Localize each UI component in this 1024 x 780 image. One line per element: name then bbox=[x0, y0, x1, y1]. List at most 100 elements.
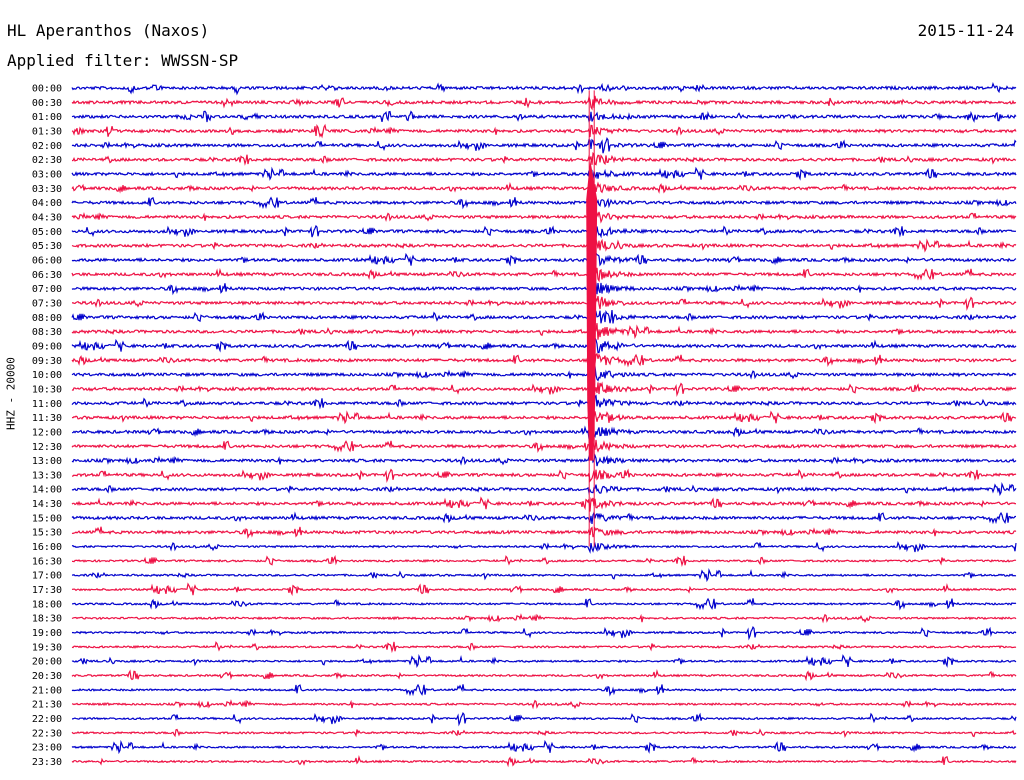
seismic-trace-line bbox=[71, 699, 1017, 710]
time-tick-label: 22:30 bbox=[32, 728, 62, 739]
event-coda-fill bbox=[586, 159, 598, 461]
station-title: HL Aperanthos (Naxos) bbox=[7, 21, 210, 40]
seismic-trace-line bbox=[71, 224, 1017, 240]
time-tick-label: 18:00 bbox=[32, 599, 62, 610]
time-tick-label: 06:30 bbox=[32, 270, 62, 281]
time-tick-label: 19:30 bbox=[32, 642, 62, 653]
time-tick-label: 12:30 bbox=[32, 442, 62, 453]
seismic-trace-line bbox=[71, 540, 1017, 554]
seismic-trace-line bbox=[71, 613, 1017, 624]
seismic-trace-line bbox=[71, 366, 1017, 385]
time-tick-label: 08:00 bbox=[32, 313, 62, 324]
seismic-trace-line bbox=[71, 683, 1017, 697]
time-tick-label: 13:30 bbox=[32, 470, 62, 481]
time-tick-label: 02:30 bbox=[32, 155, 62, 166]
time-tick-label: 05:00 bbox=[32, 227, 62, 238]
time-tick-label: 09:30 bbox=[32, 356, 62, 367]
time-tick-label: 07:00 bbox=[32, 284, 62, 295]
time-tick-label: 23:30 bbox=[32, 757, 62, 768]
seismic-trace-line bbox=[71, 152, 1017, 166]
time-tick-label: 14:00 bbox=[32, 485, 62, 496]
seismic-trace-line bbox=[71, 95, 1017, 111]
time-tick-label: 13:00 bbox=[32, 456, 62, 467]
time-tick-label: 04:30 bbox=[32, 212, 62, 223]
seismic-trace-line bbox=[71, 496, 1017, 512]
seismic-trace-line bbox=[71, 295, 1017, 314]
time-tick-label: 10:00 bbox=[32, 370, 62, 381]
time-tick-label: 05:30 bbox=[32, 241, 62, 252]
seismic-trace-line bbox=[71, 394, 1017, 412]
seismic-trace-line bbox=[71, 641, 1017, 654]
seismic-trace-line bbox=[71, 192, 1017, 210]
seismic-trace-line bbox=[71, 582, 1017, 597]
time-tick-label: 07:30 bbox=[32, 298, 62, 309]
seismic-trace-line bbox=[71, 332, 1017, 354]
time-tick-label: 19:00 bbox=[32, 628, 62, 639]
time-tick-label: 00:30 bbox=[32, 98, 62, 109]
seismic-trace-line bbox=[71, 136, 1017, 154]
seismic-trace-line bbox=[71, 669, 1017, 682]
trace-group bbox=[71, 81, 1017, 768]
time-tick-label: 03:30 bbox=[32, 184, 62, 195]
time-tick-label: 21:30 bbox=[32, 700, 62, 711]
time-tick-label: 11:30 bbox=[32, 413, 62, 424]
seismic-trace-line bbox=[71, 81, 1017, 96]
seismic-trace-line bbox=[71, 279, 1017, 296]
seismic-trace-line bbox=[71, 379, 1017, 400]
filter-label: Applied filter: WWSSN-SP bbox=[7, 51, 239, 70]
time-tick-label: 04:00 bbox=[32, 198, 62, 209]
time-tick-label: 20:00 bbox=[32, 657, 62, 668]
seismic-trace-line bbox=[71, 267, 1017, 283]
date-label: 2015-11-24 bbox=[917, 21, 1014, 40]
time-tick-label: 00:00 bbox=[32, 84, 62, 95]
time-tick-label: 14:30 bbox=[32, 499, 62, 510]
seismic-trace-line bbox=[71, 352, 1017, 370]
time-tick-label: 16:30 bbox=[32, 556, 62, 567]
time-tick-label: 01:30 bbox=[32, 126, 62, 137]
time-tick-group: 00:00 00:30 01:00 01:30 02:00 02:30 03:00 03:30… bbox=[32, 84, 62, 769]
seismic-trace-line bbox=[71, 181, 1017, 195]
seismic-trace-line bbox=[71, 728, 1017, 738]
time-tick-label: 22:00 bbox=[32, 714, 62, 725]
time-tick-label: 01:00 bbox=[32, 112, 62, 123]
seismic-trace-line bbox=[71, 526, 1017, 540]
seismic-trace-line bbox=[71, 235, 1017, 257]
seismic-trace-line bbox=[71, 433, 1017, 454]
seismic-trace-line bbox=[71, 410, 1017, 425]
time-tick-label: 21:00 bbox=[32, 685, 62, 696]
seismic-trace-line bbox=[71, 424, 1017, 441]
seismic-trace-line bbox=[71, 305, 1017, 329]
seismic-trace-line bbox=[71, 323, 1017, 344]
time-tick-label: 18:30 bbox=[32, 614, 62, 625]
seismic-trace-line bbox=[72, 712, 1017, 727]
time-tick-label: 17:30 bbox=[32, 585, 62, 596]
seismic-trace-line bbox=[71, 251, 1017, 270]
time-tick-label: 17:00 bbox=[32, 571, 62, 582]
seismic-trace-line bbox=[71, 123, 1017, 139]
seismic-trace-line bbox=[71, 597, 1017, 611]
time-tick-label: 02:00 bbox=[32, 141, 62, 152]
seismic-trace-line bbox=[71, 568, 1017, 583]
seismic-trace-line bbox=[71, 453, 1017, 467]
seismic-trace-line bbox=[71, 555, 1017, 568]
seismic-trace-line bbox=[71, 755, 1017, 768]
time-tick-label: 03:00 bbox=[32, 169, 62, 180]
seismic-trace-line bbox=[71, 468, 1017, 483]
seismic-trace-line bbox=[71, 166, 1017, 181]
seismic-trace-line bbox=[71, 510, 1016, 525]
time-tick-label: 23:00 bbox=[32, 743, 62, 754]
seismic-trace-line bbox=[71, 482, 1017, 497]
seismic-trace-line bbox=[71, 208, 1017, 225]
seismic-trace-line bbox=[71, 626, 1017, 641]
time-tick-label: 09:00 bbox=[32, 341, 62, 352]
time-tick-label: 06:00 bbox=[32, 255, 62, 266]
time-tick-label: 10:30 bbox=[32, 384, 62, 395]
time-tick-label: 15:30 bbox=[32, 528, 62, 539]
time-tick-label: 12:00 bbox=[32, 427, 62, 438]
seismic-trace-line bbox=[71, 110, 1017, 123]
time-tick-label: 20:30 bbox=[32, 671, 62, 682]
seismic-trace-line bbox=[71, 654, 1017, 669]
time-tick-label: 16:00 bbox=[32, 542, 62, 553]
seismic-trace-line bbox=[71, 739, 1017, 755]
